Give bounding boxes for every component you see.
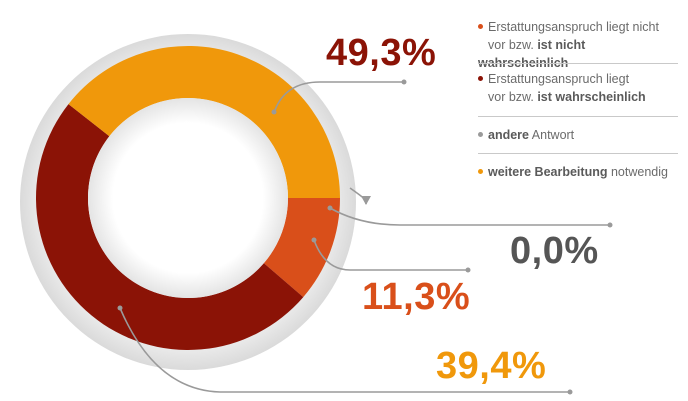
legend-item-wahrscheinlich: Erstattungsanspruch liegt vor bzw. ist w… (478, 70, 678, 106)
donut-slices (35, 45, 340, 351)
legend-text-rest: Antwort (529, 128, 575, 142)
legend-marker (478, 169, 483, 175)
legend-text-bold: andere (488, 128, 529, 142)
donut-hole (88, 98, 288, 298)
legend-text-bold: ist wahrscheinlich (537, 90, 646, 104)
legend-text-rest: notwendig (607, 165, 668, 179)
leader-dots (117, 79, 613, 395)
leader-dot-start-0 (327, 205, 333, 211)
leader-dot-start-39 (117, 305, 123, 311)
legend-marker (478, 76, 483, 82)
donut-slice-wahr (35, 104, 304, 351)
donut-slice-nicht (263, 198, 340, 298)
legend-text-line1: Erstattungsanspruch liegt (488, 72, 630, 86)
leader-line-11 (313, 239, 468, 271)
leader-arrow-0 (361, 196, 371, 205)
leader-dot-start-11 (311, 237, 317, 243)
leader-dot-0 (607, 222, 613, 228)
legend-marker (478, 24, 483, 30)
leader-line-49 (274, 81, 402, 111)
percent-label-andere: 0,0% (510, 230, 599, 272)
legend-item-weitere-bearbeitung: weitere Bearbeitung notwendig (478, 163, 678, 181)
legend-text-line2: vor bzw. (488, 90, 538, 104)
legend-text-line2: vor bzw. (488, 38, 538, 52)
leader-dot-start-49 (271, 109, 277, 115)
legend-marker (478, 132, 483, 138)
leader-line-0 (329, 187, 610, 226)
percent-label-nicht-wahrscheinlich: 11,3% (362, 276, 471, 318)
percent-label-weitere-bearbeitung: 39,4% (436, 345, 547, 387)
legend-item-andere: andere Antwort (478, 126, 678, 144)
legend-divider (478, 63, 678, 64)
percent-label-wahrscheinlich: 49,3% (326, 32, 437, 74)
leader-lines (119, 81, 610, 393)
donut-slice-weitere (68, 45, 340, 199)
leader-dot-49 (401, 79, 407, 85)
leader-dot-11 (465, 267, 471, 273)
legend-text-bold: weitere Bearbeitung (488, 165, 608, 179)
legend-divider (478, 116, 678, 117)
leader-dot-39 (567, 389, 573, 395)
legend-divider (478, 153, 678, 154)
legend-text-line1: Erstattungsanspruch liegt nicht (488, 20, 659, 34)
leader-line-39 (119, 307, 570, 393)
